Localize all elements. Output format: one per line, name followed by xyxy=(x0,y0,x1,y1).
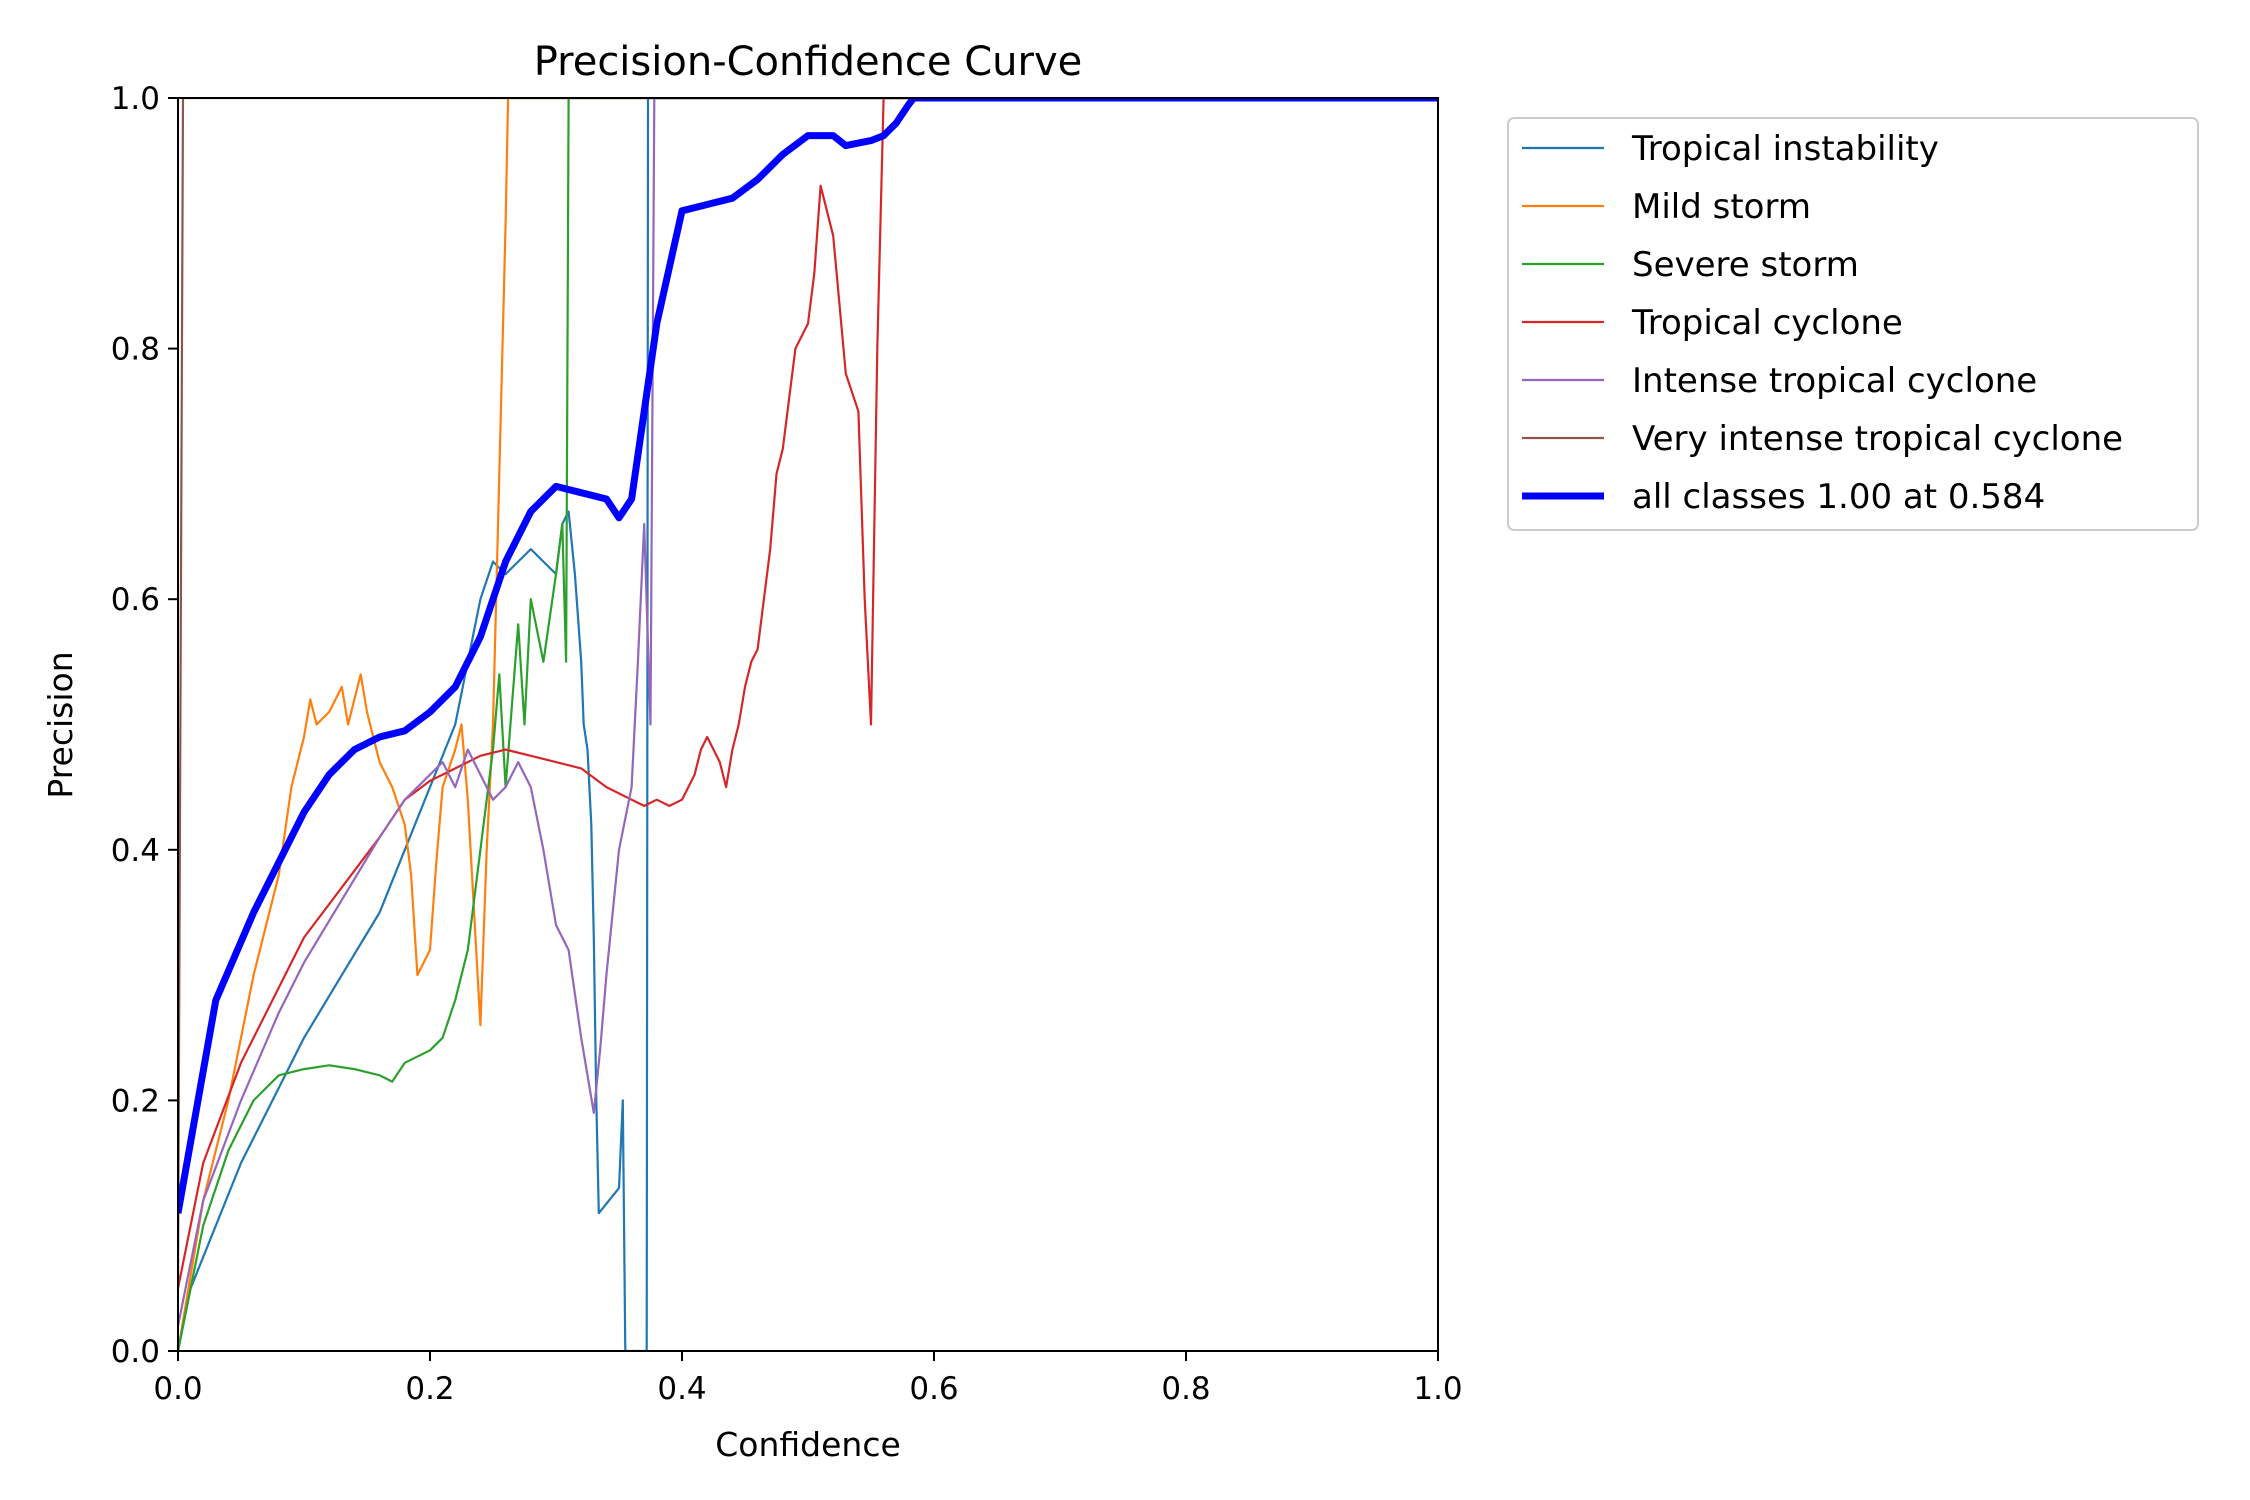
series-line-0 xyxy=(178,98,1438,1351)
series-lines xyxy=(178,98,1438,1351)
y-tick-label: 0.0 xyxy=(111,1334,160,1370)
legend-frame xyxy=(1507,117,2199,531)
chart-title: Precision-Confidence Curve xyxy=(534,39,1083,85)
x-axis-ticks: 0.0 0.2 0.4 0.6 0.8 1.0 xyxy=(153,1351,1463,1407)
legend-label-0: Tropical instability xyxy=(1631,129,1939,169)
legend-label-3: Tropical cyclone xyxy=(1631,303,1903,343)
series-line-1 xyxy=(178,98,1438,1351)
legend-label-4: Intense tropical cyclone xyxy=(1632,361,2037,401)
legend: Tropical instability Mild storm Severe sto… xyxy=(1507,117,2199,531)
y-axis-label: Precision xyxy=(41,651,80,798)
plot-frame xyxy=(177,97,1439,1352)
x-tick-label: 0.4 xyxy=(657,1371,706,1407)
legend-label-2: Severe storm xyxy=(1632,245,1859,285)
series-line-6 xyxy=(178,98,1438,1214)
x-tick-label: 0.6 xyxy=(909,1371,958,1407)
x-tick-label: 1.0 xyxy=(1413,1371,1462,1407)
y-tick-label: 0.8 xyxy=(111,332,160,368)
y-tick-label: 1.0 xyxy=(111,81,160,117)
x-axis-label: Confidence xyxy=(715,1425,901,1464)
y-tick-label: 0.4 xyxy=(111,833,160,869)
legend-label-5: Very intense tropical cyclone xyxy=(1632,419,2123,459)
x-tick-label: 0.2 xyxy=(405,1371,454,1407)
y-tick-label: 0.2 xyxy=(111,1083,160,1119)
y-tick-label: 0.6 xyxy=(111,582,160,618)
x-tick-label: 0.0 xyxy=(153,1371,202,1407)
legend-label-1: Mild storm xyxy=(1632,187,1811,227)
series-line-3 xyxy=(178,98,1438,1289)
series-line-2 xyxy=(178,98,1438,1351)
y-axis-ticks: 0.0 0.2 0.4 0.6 0.8 1.0 xyxy=(111,81,178,1370)
x-tick-label: 0.8 xyxy=(1161,1371,1210,1407)
series-line-5 xyxy=(178,98,1438,1289)
legend-label-6: all classes 1.00 at 0.584 xyxy=(1632,477,2045,517)
series-line-4 xyxy=(178,98,1438,1327)
plot-area xyxy=(178,98,1438,1351)
